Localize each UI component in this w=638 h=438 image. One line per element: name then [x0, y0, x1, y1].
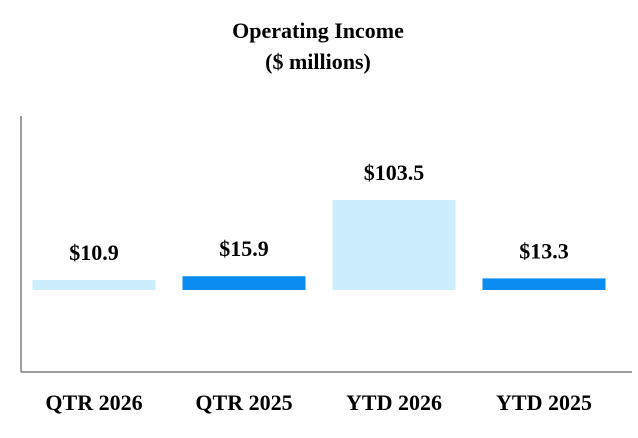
category-label: YTD 2025 [496, 390, 592, 415]
data-label: $15.9 [219, 236, 269, 261]
category-label: QTR 2026 [45, 390, 142, 415]
data-label: $13.3 [519, 238, 569, 263]
bar-group [32, 200, 606, 290]
data-label: $10.9 [69, 240, 119, 265]
category-label: YTD 2026 [346, 390, 442, 415]
bar-ytd-2026 [332, 200, 456, 290]
data-label-group: $10.9 $15.9 $103.5 $13.3 [69, 160, 569, 265]
bar-ytd-2025 [482, 278, 606, 290]
category-label-group: QTR 2026 QTR 2025 YTD 2026 YTD 2025 [45, 390, 592, 415]
bar-qtr-2025 [182, 276, 306, 290]
data-label: $103.5 [364, 160, 425, 185]
chart-subtitle: ($ millions) [265, 49, 371, 74]
category-label: QTR 2025 [195, 390, 292, 415]
bar-qtr-2026 [32, 280, 156, 290]
chart-title: Operating Income [232, 18, 404, 43]
